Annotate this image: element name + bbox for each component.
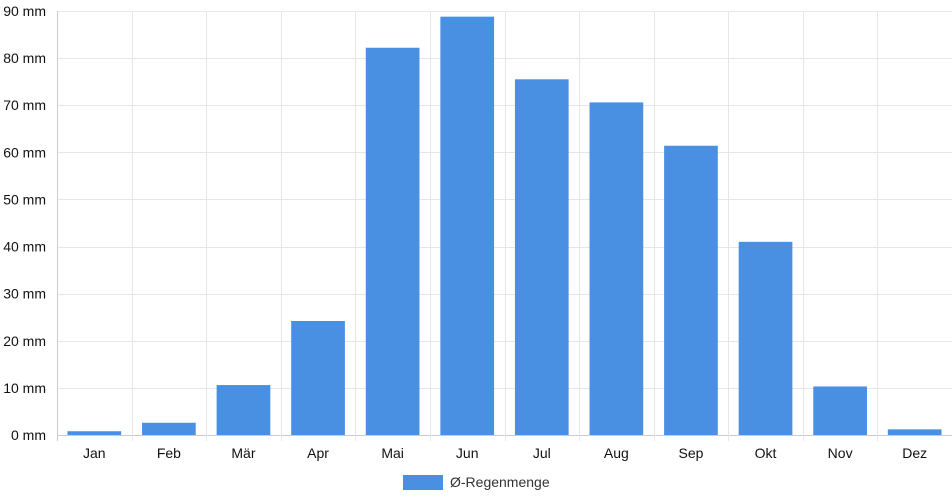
y-tick-label: 80 mm [3, 50, 46, 66]
y-tick-label: 60 mm [3, 144, 46, 160]
bar-mär[interactable] [216, 385, 271, 435]
x-tick-label: Sep [678, 445, 703, 461]
y-tick-label: 30 mm [3, 286, 46, 302]
bar-sep[interactable] [664, 145, 718, 435]
bar-jan[interactable] [67, 431, 122, 435]
bar-jul[interactable] [514, 79, 569, 436]
y-tick-label: 50 mm [3, 191, 46, 207]
x-tick-label: Aug [604, 445, 629, 461]
bar-feb[interactable] [142, 422, 196, 435]
y-tick-label: 20 mm [3, 333, 46, 349]
x-tick-label: Jan [83, 445, 106, 461]
y-tick-label: 90 mm [3, 3, 46, 19]
bar-nov[interactable] [813, 386, 867, 435]
legend[interactable]: Ø-Regenmenge [403, 474, 550, 490]
y-tick-label: 0 mm [11, 427, 46, 443]
x-axis-ticks: Jan Feb Mär Apr Mai Jun Jul Aug Sep Okt Nov Dez [83, 445, 927, 461]
grid [57, 11, 952, 441]
x-tick-label: Feb [157, 445, 181, 461]
x-tick-label: Mai [381, 445, 404, 461]
bars [67, 16, 942, 436]
x-tick-label: Mär [231, 445, 255, 461]
y-tick-label: 70 mm [3, 97, 46, 113]
y-tick-label: 40 mm [3, 239, 46, 255]
legend-swatch-regenmenge [403, 475, 443, 490]
y-tick-label: 10 mm [3, 380, 46, 396]
bar-jun[interactable] [440, 16, 495, 436]
x-tick-label: Dez [902, 445, 927, 461]
legend-label-regenmenge: Ø-Regenmenge [450, 474, 550, 490]
x-tick-label: Nov [828, 445, 853, 461]
x-tick-label: Jun [456, 445, 479, 461]
x-tick-label: Jul [533, 445, 551, 461]
bar-mai[interactable] [365, 47, 420, 435]
x-tick-label: Okt [755, 445, 777, 461]
bar-dez[interactable] [887, 429, 942, 435]
bar-okt[interactable] [738, 241, 793, 435]
x-tick-label: Apr [307, 445, 329, 461]
bar-apr[interactable] [291, 320, 345, 435]
bar-aug[interactable] [589, 102, 644, 435]
y-axis-ticks: 0 mm 10 mm 20 mm 30 mm 40 mm 50 mm 60 mm 70 mm 8… [3, 3, 46, 443]
